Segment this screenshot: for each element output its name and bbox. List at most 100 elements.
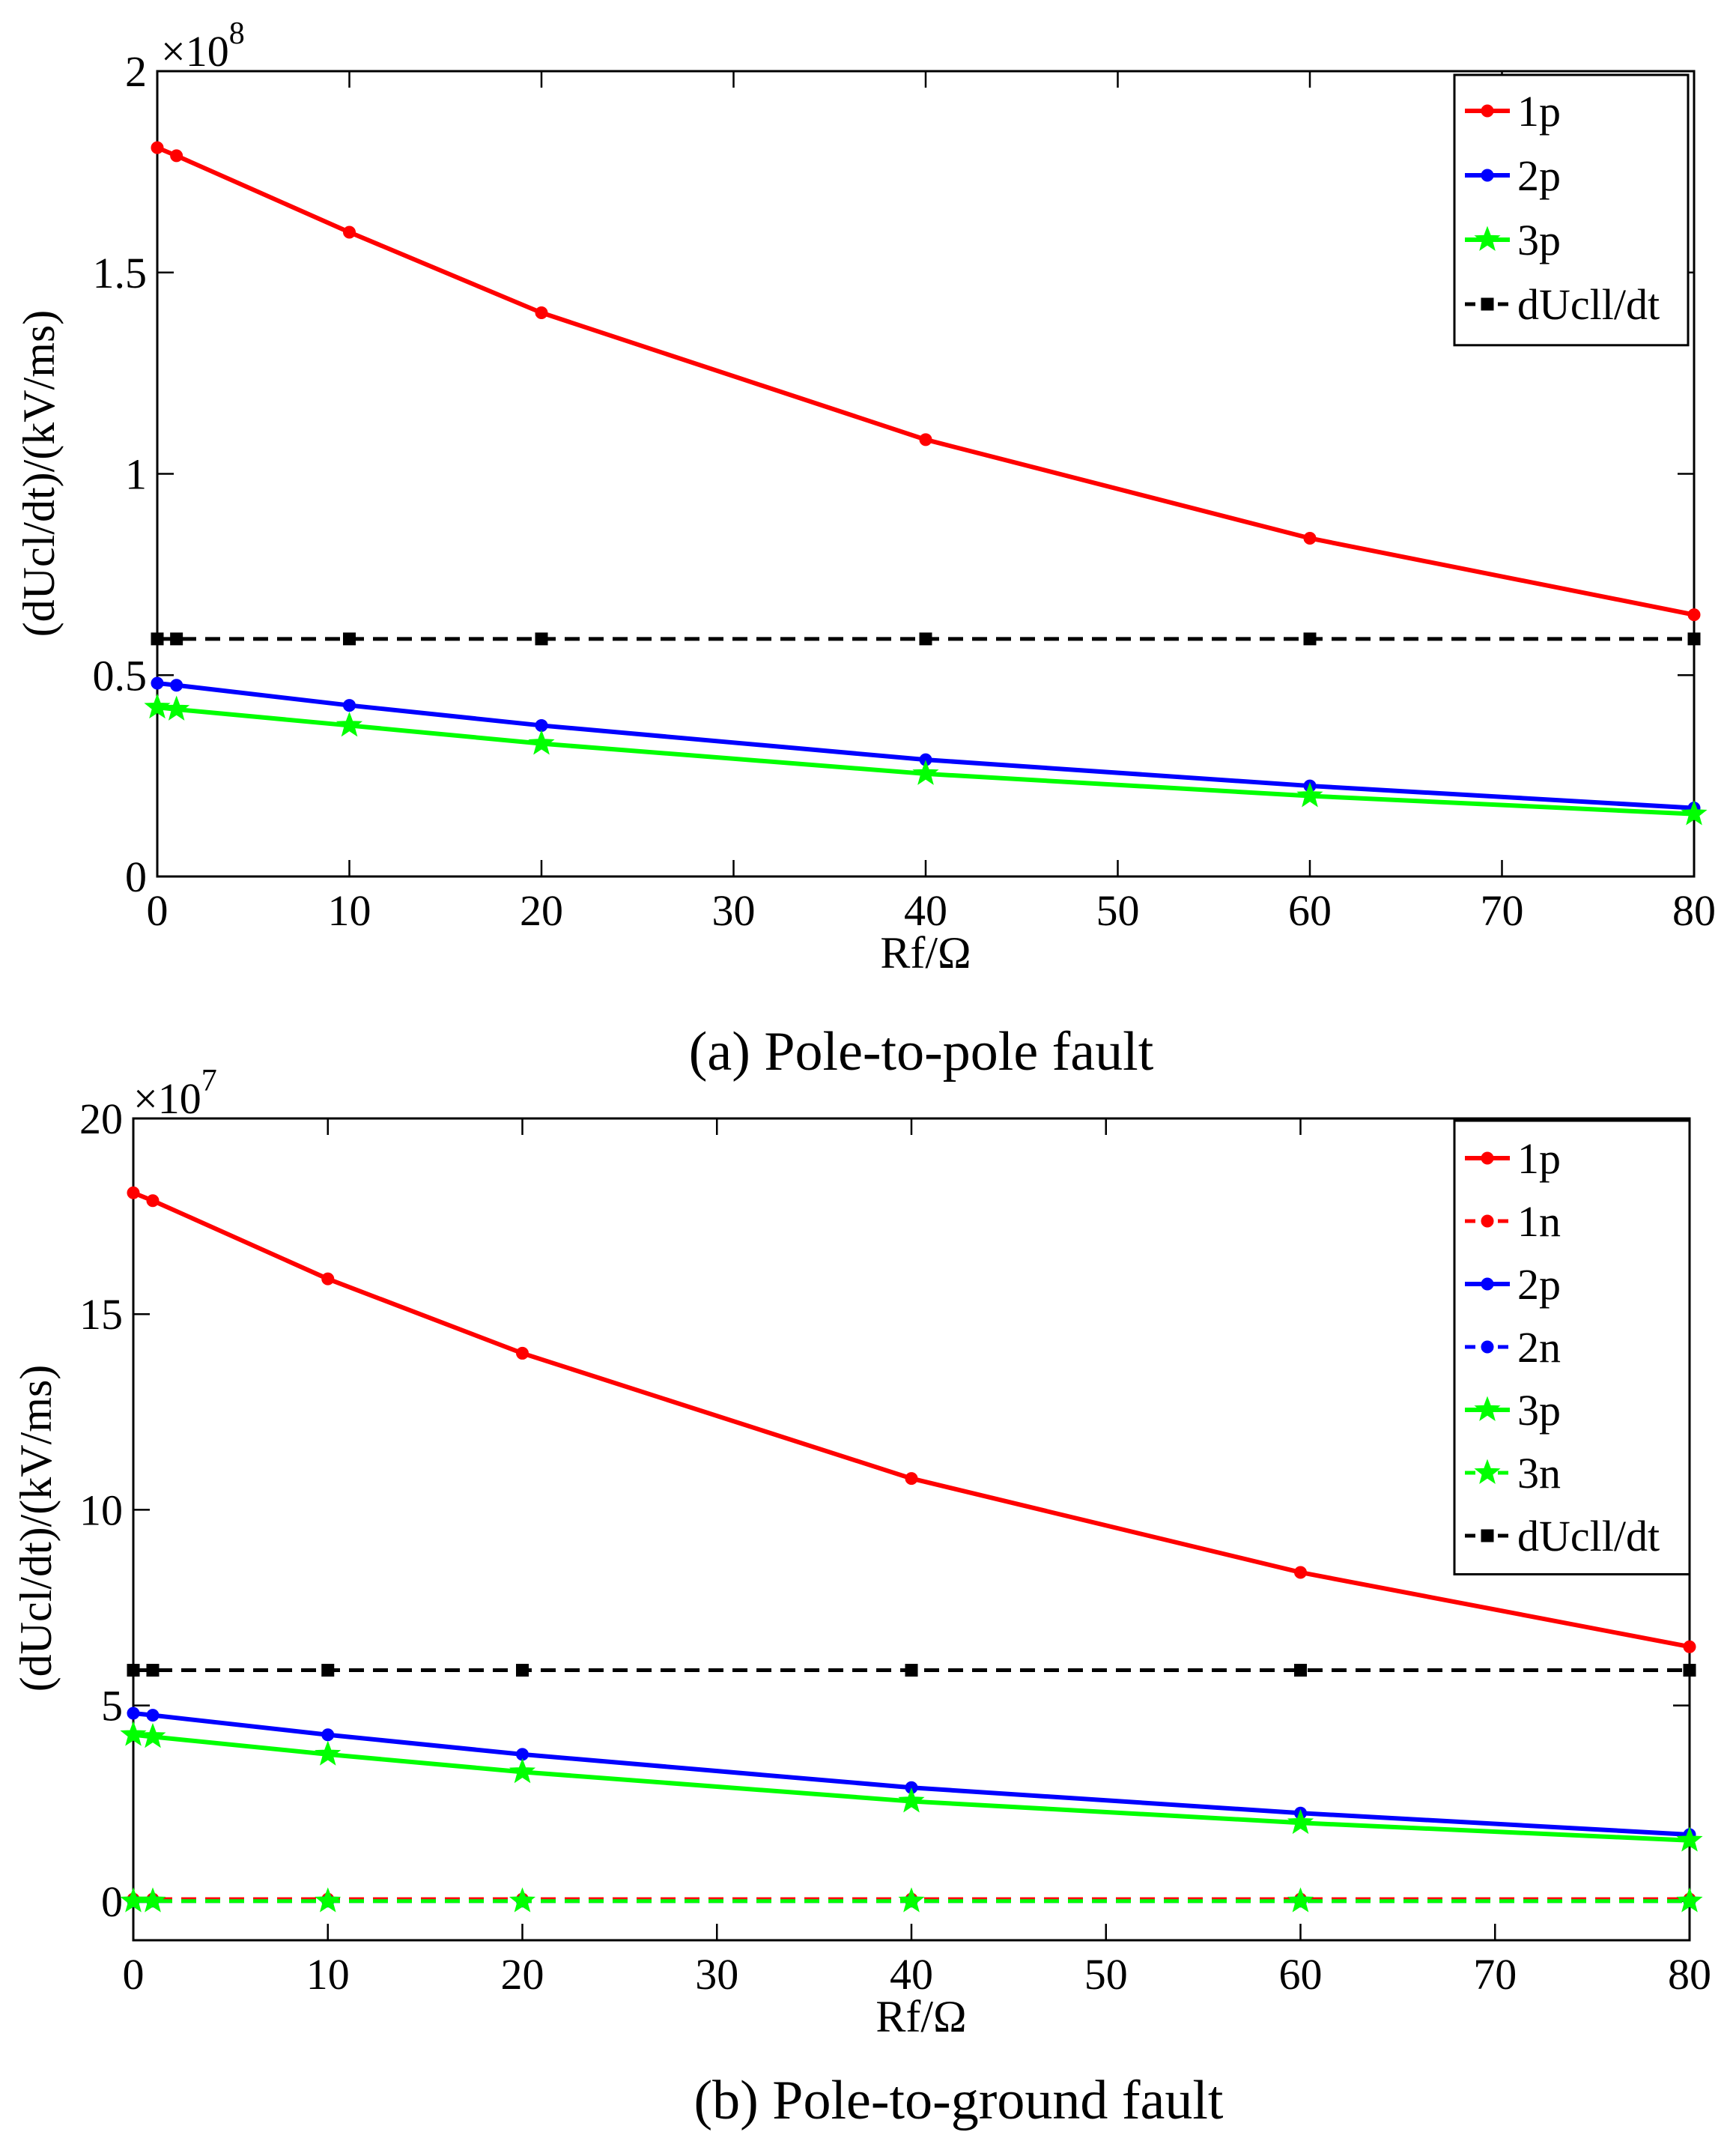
- legend-marker: [1481, 1214, 1494, 1228]
- data-point: [315, 1740, 342, 1766]
- legend-marker: [1474, 225, 1501, 251]
- data-point: [905, 1472, 918, 1486]
- data-point: [170, 149, 183, 163]
- x-axis-label: Rf/Ω: [880, 928, 971, 978]
- series-3p: [120, 1721, 1703, 1852]
- data-point: [343, 632, 356, 646]
- data-point: [1687, 632, 1701, 646]
- figure-caption: (b) Pole-to-ground fault: [694, 2070, 1224, 2131]
- legend-label: 3p: [1517, 1386, 1561, 1435]
- legend-label: 1p: [1517, 1134, 1561, 1183]
- data-point: [535, 306, 548, 319]
- legend-marker: [1481, 297, 1494, 311]
- legend-label: 3n: [1517, 1449, 1561, 1498]
- data-point: [1683, 1640, 1696, 1653]
- data-point: [1303, 532, 1317, 545]
- series-3p: [144, 693, 1708, 826]
- data-point: [151, 676, 164, 690]
- legend-label: 2n: [1517, 1323, 1561, 1372]
- data-point: [1303, 632, 1317, 646]
- y-tick-label: 0.5: [93, 651, 148, 700]
- data-point: [321, 1664, 335, 1677]
- data-point: [1676, 1887, 1703, 1913]
- data-point: [1294, 1664, 1307, 1677]
- data-point: [120, 1721, 147, 1746]
- data-point: [151, 632, 164, 646]
- data-point: [1683, 1664, 1696, 1677]
- x-axis-label: Rf/Ω: [875, 1992, 966, 2041]
- legend-marker: [1481, 1277, 1494, 1291]
- axis-exponent: ×108: [161, 16, 245, 76]
- data-point: [898, 1887, 925, 1913]
- x-tick-label: 30: [695, 1950, 738, 1999]
- legend-label: 3p: [1517, 216, 1561, 264]
- exponent-power: 7: [201, 1064, 217, 1098]
- series-3n: [120, 1887, 1703, 1913]
- axis-exponent: ×107: [133, 1064, 217, 1123]
- data-point: [919, 433, 932, 446]
- data-point: [127, 1186, 140, 1199]
- data-point: [509, 1757, 536, 1784]
- data-point: [516, 1664, 529, 1677]
- data-point: [151, 141, 164, 154]
- exponent-base: ×10: [133, 1074, 201, 1123]
- data-point: [343, 225, 356, 239]
- data-point: [1287, 1887, 1314, 1913]
- data-point: [912, 760, 939, 785]
- legend-marker: [1481, 1151, 1494, 1165]
- data-point: [509, 1887, 536, 1913]
- y-tick-label: 0: [101, 1877, 123, 1926]
- x-tick-label: 80: [1672, 886, 1716, 935]
- legend: 1p 1n 2p 2n 3p 3n dUcll/dt: [1453, 1119, 1691, 1575]
- legend-label: 1n: [1517, 1197, 1561, 1246]
- data-point: [146, 1709, 160, 1722]
- y-tick-label: 0: [125, 853, 147, 901]
- y-tick-label: 20: [79, 1094, 123, 1143]
- series-1p: [127, 1186, 1696, 1653]
- series-line: [133, 1711, 1690, 1837]
- x-tick-label: 40: [904, 886, 947, 935]
- y-tick-label: 1: [125, 450, 147, 499]
- data-point: [516, 1346, 529, 1360]
- data-point: [919, 632, 932, 646]
- series-2p: [127, 1707, 1696, 1841]
- data-point: [535, 718, 548, 732]
- y-tick-label: 15: [79, 1290, 123, 1339]
- x-tick-label: 10: [306, 1950, 350, 1999]
- x-tick-label: 60: [1279, 1950, 1323, 1999]
- series-ducll-dt: [127, 1664, 1696, 1677]
- x-tick-label: 20: [520, 886, 563, 935]
- legend-label: 1p: [1517, 87, 1561, 136]
- legend-label: dUcll/dt: [1517, 280, 1660, 329]
- x-tick-label: 70: [1473, 1950, 1517, 1999]
- x-tick-label: 0: [147, 886, 169, 935]
- data-point: [1287, 1808, 1314, 1835]
- legend-marker: [1481, 1340, 1494, 1354]
- series-1p: [151, 141, 1701, 622]
- y-tick-label: 10: [79, 1486, 123, 1534]
- data-point: [528, 730, 555, 755]
- x-tick-label: 50: [1096, 886, 1140, 935]
- data-point: [146, 1194, 160, 1208]
- data-point: [144, 693, 171, 719]
- legend-marker: [1474, 1396, 1501, 1421]
- x-tick-label: 0: [123, 1950, 145, 1999]
- data-point: [146, 1664, 160, 1677]
- data-point: [139, 1722, 166, 1748]
- x-tick-label: 20: [501, 1950, 544, 1999]
- data-point: [343, 699, 356, 712]
- x-tick-label: 80: [1668, 1950, 1711, 1999]
- legend-marker: [1481, 1529, 1494, 1542]
- x-tick-label: 30: [712, 886, 756, 935]
- data-point: [127, 1707, 140, 1720]
- y-tick-label: 5: [101, 1682, 123, 1730]
- data-point: [139, 1887, 166, 1913]
- chart-pole-to-pole: 0 10 20 30 40 50 60 70 80 0 0.5 1 1.5 2 ×108 Rf/Ω (dUcl/…: [14, 16, 1716, 1082]
- series-ducll-dt: [151, 632, 1701, 646]
- data-point: [163, 695, 190, 721]
- x-tick-label: 50: [1084, 1950, 1128, 1999]
- x-tick-label: 70: [1481, 886, 1524, 935]
- data-point: [336, 711, 363, 737]
